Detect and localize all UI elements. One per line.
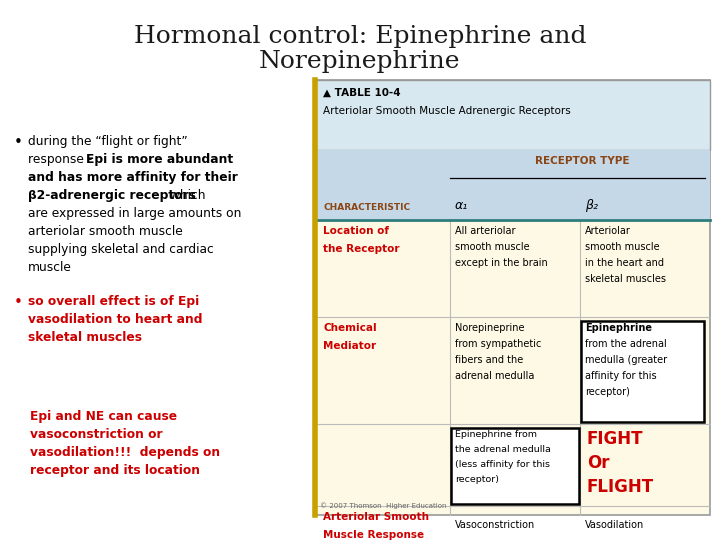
Text: vasodilation to heart and: vasodilation to heart and: [28, 313, 202, 326]
Text: Vasodilation: Vasodilation: [585, 520, 644, 530]
Text: FLIGHT: FLIGHT: [587, 478, 654, 496]
Text: Hormonal control: Epinephrine and: Hormonal control: Epinephrine and: [134, 25, 586, 48]
Text: the adrenal medulla: the adrenal medulla: [455, 445, 551, 454]
Text: and has more affinity for their: and has more affinity for their: [28, 171, 238, 184]
Text: vasodilation!!!  depends on: vasodilation!!! depends on: [30, 446, 220, 459]
Text: skeletal muscles: skeletal muscles: [28, 331, 142, 344]
FancyBboxPatch shape: [315, 80, 710, 150]
Text: from the adrenal: from the adrenal: [585, 339, 667, 349]
Text: smooth muscle: smooth muscle: [585, 242, 660, 252]
Text: are expressed in large amounts on: are expressed in large amounts on: [28, 207, 241, 220]
Text: Epinephrine: Epinephrine: [585, 323, 652, 333]
Text: during the “flight or fight”: during the “flight or fight”: [28, 135, 188, 148]
Text: © 2007 Thomson  Higher Education: © 2007 Thomson Higher Education: [320, 502, 446, 509]
Text: Arteriolar Smooth Muscle Adrenergic Receptors: Arteriolar Smooth Muscle Adrenergic Rece…: [323, 106, 571, 116]
Text: fibers and the: fibers and the: [455, 355, 523, 365]
Text: vasoconstriction or: vasoconstriction or: [30, 428, 163, 441]
Text: CHARACTERISTIC: CHARACTERISTIC: [323, 203, 410, 212]
Text: Epi is more abundant: Epi is more abundant: [86, 153, 233, 166]
Text: from sympathetic: from sympathetic: [455, 339, 541, 349]
Text: medulla (greater: medulla (greater: [585, 355, 667, 365]
Text: Epi and NE can cause: Epi and NE can cause: [30, 410, 177, 423]
Text: •: •: [14, 135, 23, 150]
FancyBboxPatch shape: [315, 80, 710, 515]
FancyBboxPatch shape: [451, 428, 579, 504]
Text: Arteriolar Smooth: Arteriolar Smooth: [323, 512, 429, 522]
Text: Or: Or: [587, 454, 610, 472]
Text: Muscle Response: Muscle Response: [323, 530, 424, 540]
Text: in the heart and: in the heart and: [585, 258, 664, 268]
Text: arteriolar smooth muscle: arteriolar smooth muscle: [28, 225, 183, 238]
Text: β₂: β₂: [585, 199, 598, 212]
Text: All arteriolar: All arteriolar: [455, 226, 516, 236]
Text: supplying skeletal and cardiac: supplying skeletal and cardiac: [28, 243, 214, 256]
Text: receptor): receptor): [455, 475, 499, 484]
Text: adrenal medulla: adrenal medulla: [455, 371, 534, 381]
Text: which: which: [166, 189, 205, 202]
Text: ▲ TABLE 10-4: ▲ TABLE 10-4: [323, 88, 400, 98]
Text: Chemical: Chemical: [323, 323, 377, 333]
Text: Norepineprine: Norepineprine: [455, 323, 524, 333]
Text: muscle: muscle: [28, 261, 72, 274]
Text: affinity for this: affinity for this: [585, 371, 657, 381]
Text: β2-adrenergic receptors: β2-adrenergic receptors: [28, 189, 196, 202]
Text: Norepinephrine: Norepinephrine: [259, 50, 461, 73]
Text: Mediator: Mediator: [323, 341, 376, 351]
Text: •: •: [14, 295, 23, 310]
Text: receptor and its location: receptor and its location: [30, 464, 200, 477]
Text: smooth muscle: smooth muscle: [455, 242, 530, 252]
FancyBboxPatch shape: [315, 150, 710, 220]
Text: FIGHT: FIGHT: [587, 430, 644, 448]
Text: Vasoconstriction: Vasoconstriction: [455, 520, 535, 530]
Text: so overall effect is of Epi: so overall effect is of Epi: [28, 295, 199, 308]
Text: RECEPTOR TYPE: RECEPTOR TYPE: [535, 156, 630, 166]
Text: Arteriolar: Arteriolar: [585, 226, 631, 236]
Text: response -: response -: [28, 153, 96, 166]
Text: Location of: Location of: [323, 226, 389, 236]
Text: Epinephrine from: Epinephrine from: [455, 430, 537, 439]
Text: receptor): receptor): [585, 387, 630, 397]
FancyBboxPatch shape: [581, 321, 704, 422]
Text: except in the brain: except in the brain: [455, 258, 548, 268]
Text: the Receptor: the Receptor: [323, 244, 400, 254]
Text: skeletal muscles: skeletal muscles: [585, 274, 666, 284]
Text: (less affinity for this: (less affinity for this: [455, 460, 550, 469]
Text: α₁: α₁: [455, 199, 468, 212]
